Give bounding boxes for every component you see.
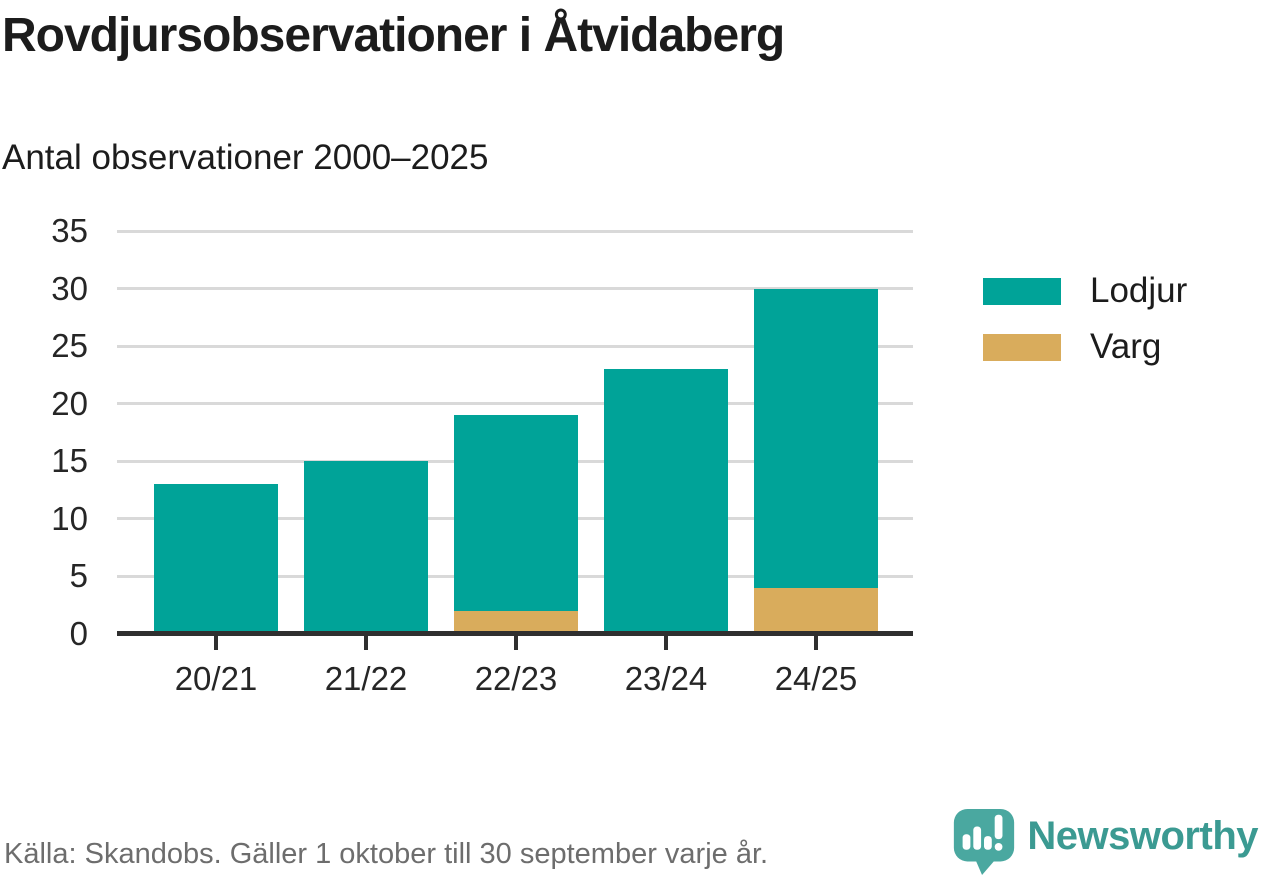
page-title: Rovdjursobservationer i Åtvidaberg xyxy=(2,9,785,62)
y-axis-tick-label: 15 xyxy=(51,442,88,480)
legend-entry-lodjur: Lodjur xyxy=(983,271,1187,311)
bar-segment-lodjur xyxy=(304,461,428,634)
y-axis-tick-label: 20 xyxy=(51,384,88,422)
y-axis-tick-label: 30 xyxy=(51,269,88,307)
y-axis-tick-label: 35 xyxy=(51,212,88,249)
x-axis-tick xyxy=(514,636,518,650)
y-axis-tick-label: 25 xyxy=(51,327,88,365)
gridline-30 xyxy=(117,287,913,291)
bar-segment-lodjur xyxy=(754,288,878,588)
y-axis-tick-label: 10 xyxy=(51,499,88,537)
plot-area: 20/21 21/22 22/23 23/24 24/25 xyxy=(117,229,913,697)
gridline-35 xyxy=(117,229,913,233)
y-axis-tick-label: 0 xyxy=(69,615,88,652)
bar-segment-lodjur xyxy=(604,369,728,634)
x-axis-tick xyxy=(814,636,818,650)
x-axis-line xyxy=(117,631,913,636)
legend: Lodjur Varg xyxy=(983,271,1187,383)
chart-subtitle: Antal observationer 2000–2025 xyxy=(2,138,489,177)
bar-segment-lodjur xyxy=(154,484,278,634)
legend-label-varg: Varg xyxy=(1090,327,1162,366)
newsworthy-logo: Newsworthy xyxy=(951,807,1258,877)
legend-swatch-varg xyxy=(983,333,1061,361)
newsworthy-wordmark: Newsworthy xyxy=(1027,813,1258,858)
x-axis-tick xyxy=(214,636,218,650)
x-axis-tick xyxy=(364,636,368,650)
x-axis-tick-label: 24/25 xyxy=(774,660,858,697)
x-axis-tick-label: 21/22 xyxy=(324,660,408,697)
legend-entry-varg: Varg xyxy=(983,327,1187,367)
gridline-20 xyxy=(117,402,913,406)
source-note: Källa: Skandobs. Gäller 1 oktober till 3… xyxy=(4,838,769,870)
y-axis-tick-label: 5 xyxy=(69,557,88,595)
x-axis-tick-label: 22/23 xyxy=(474,660,558,697)
legend-swatch-lodjur xyxy=(983,277,1061,305)
x-axis-tick-label: 20/21 xyxy=(174,660,258,697)
bar-segment-varg xyxy=(754,587,878,634)
bar-segment-lodjur xyxy=(454,415,578,611)
bar-segment-varg xyxy=(454,610,578,634)
x-axis-tick xyxy=(664,636,668,650)
x-axis-tick-label: 23/24 xyxy=(624,660,708,697)
newsworthy-icon xyxy=(954,808,1015,876)
legend-label-lodjur: Lodjur xyxy=(1090,271,1188,310)
gridline-25 xyxy=(117,344,913,348)
y-axis-labels: 0 5 10 15 20 25 30 35 xyxy=(0,212,88,652)
